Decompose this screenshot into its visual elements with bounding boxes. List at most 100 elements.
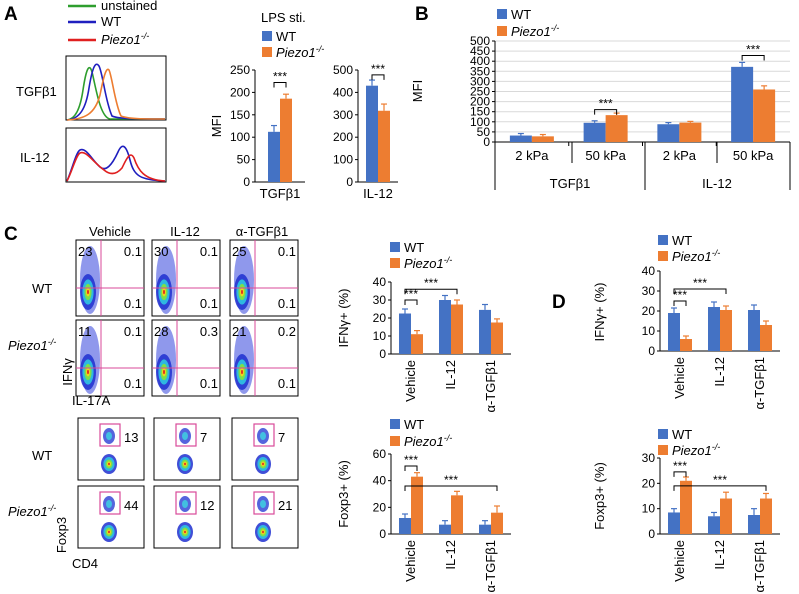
foxp3-y-axis: Foxp3 (54, 517, 69, 553)
significance-bracket (371, 74, 385, 80)
panel-c-letter: C (4, 224, 18, 245)
y-tick-label: 150 (230, 108, 250, 122)
bar (451, 304, 463, 354)
significance-bracket (404, 485, 498, 491)
legend-piezo1-sup: -/- (141, 31, 150, 41)
bar (720, 310, 732, 351)
significance-label: *** (746, 43, 760, 57)
d-ifn-legend-wt: WT (672, 233, 692, 248)
category-label: IL-12 (363, 186, 393, 201)
category-label: α-TGFβ1 (752, 357, 767, 410)
svg-text:Piezo1-/-: Piezo1-/- (404, 255, 452, 271)
d-foxp3-legend-ko: Piezo1 (672, 443, 712, 458)
quadrant-value: 11 (78, 324, 92, 339)
d-ifn-legend-ko-sup: -/- (712, 248, 721, 258)
bar (491, 322, 503, 354)
flow-col-vehicle: Vehicle (89, 224, 131, 239)
bar (760, 498, 772, 534)
y-tick-label: 0 (379, 527, 386, 541)
category-label: α-TGFβ1 (483, 540, 498, 593)
bar (509, 135, 532, 142)
significance-label: *** (713, 473, 727, 487)
bars-a-legend-wt: WT (276, 29, 296, 44)
y-axis-label: Foxp3+ (%) (336, 460, 351, 528)
y-tick-label: 100 (333, 153, 353, 167)
chart-a_il12: 0 100 200 300 400 500 IL-12 *** (333, 62, 398, 201)
d-ifn-legend-wt-swatch (658, 235, 668, 245)
bar (479, 524, 491, 534)
y-tick-label: 10 (642, 502, 656, 516)
c-foxp3-legend: WT Piezo1-/- (390, 417, 452, 449)
b-legend-wt-swatch (497, 9, 507, 19)
y-tick-label: 150 (470, 105, 490, 119)
flow-labels: Vehicle IL-12 α-TGFβ1 WT Piezo1-/- WT Pi… (8, 224, 288, 571)
y-tick-label: 0 (243, 175, 250, 189)
b-group-tgfb1: TGFβ1 (550, 176, 591, 191)
d-ifn-legend-ko: Piezo1 (672, 249, 712, 264)
legend-unstained: unstained (101, 0, 157, 13)
c-ifn-legend-ko-sup: -/- (444, 255, 453, 265)
significance-bracket (741, 55, 765, 61)
y-tick-label: 20 (642, 476, 656, 490)
y-tick-label: 50 (237, 153, 251, 167)
y-tick-label: 10 (373, 329, 387, 343)
b-legend-ko-swatch (497, 26, 507, 36)
category-label: α-TGFβ1 (752, 540, 767, 593)
bar (531, 136, 554, 142)
bar (366, 85, 378, 182)
d-foxp3-legend: WT Piezo1-/- (658, 427, 720, 458)
y-tick-label: 0 (346, 175, 353, 189)
y-axis-label: IFNγ+ (%) (592, 283, 607, 342)
quadrant-value: 21 (232, 324, 246, 339)
flow-col-il12: IL-12 (170, 224, 200, 239)
significance-label: *** (404, 453, 418, 467)
significance-label: *** (273, 70, 287, 84)
bar (399, 518, 411, 534)
y-tick-label: 30 (642, 451, 656, 465)
quadrant-value: 0.1 (200, 244, 218, 259)
foxp3-dot-plot: 7 (153, 417, 221, 481)
y-axis-label: MFI (209, 115, 224, 137)
bars-a-legend-ko-sup: -/- (316, 44, 325, 54)
y-tick-label: 40 (642, 264, 656, 278)
c-foxp3-legend-ko-sup: -/- (444, 433, 453, 443)
y-tick-label: 50 (477, 125, 491, 139)
quadrant-value: 0.3 (200, 324, 218, 339)
y-tick-label: 20 (642, 304, 656, 318)
y-tick-label: 200 (230, 85, 250, 99)
legend-piezo1: Piezo1 (101, 32, 141, 47)
y-tick-label: 200 (333, 130, 353, 144)
bar (708, 307, 720, 351)
category-label: Vehicle (672, 540, 687, 582)
c-ifn-legend-ko: Piezo1 (404, 256, 444, 271)
bar (268, 131, 280, 182)
y-tick-label: 40 (373, 474, 387, 488)
bar (708, 516, 720, 534)
bar (451, 495, 463, 534)
chart-d_foxp3: 0 10 20 30 Vehicle IL-12 α-TGFβ1 Foxp3+ (%) *** *… (592, 451, 780, 593)
quadrant-value: 30 (154, 244, 168, 259)
significance-label: *** (371, 62, 385, 76)
d-foxp3-legend-wt: WT (672, 427, 692, 442)
bar (491, 512, 503, 534)
category-label: IL-12 (712, 357, 727, 387)
d-ifn-legend: WT Piezo1-/- (658, 233, 720, 264)
category-label: 2 kPa (515, 148, 549, 163)
bar (411, 334, 423, 354)
category-label: Vehicle (403, 360, 418, 402)
flow-row-piezo1: Piezo1 (8, 338, 48, 353)
gate-value: 13 (124, 430, 138, 445)
bar (411, 476, 423, 534)
y-tick-label: 500 (470, 34, 490, 48)
y-tick-label: 30 (642, 284, 656, 298)
y-tick-label: 40 (373, 275, 387, 289)
flow-y-axis: IFNγ (60, 358, 75, 386)
significance-label: *** (599, 97, 613, 111)
significance-label: *** (404, 287, 418, 301)
y-tick-label: 400 (333, 85, 353, 99)
ifn-dot-plot: 21 0.2 0.1 (229, 319, 299, 397)
legend-wt: WT (101, 14, 121, 29)
significance-label: *** (673, 459, 687, 473)
